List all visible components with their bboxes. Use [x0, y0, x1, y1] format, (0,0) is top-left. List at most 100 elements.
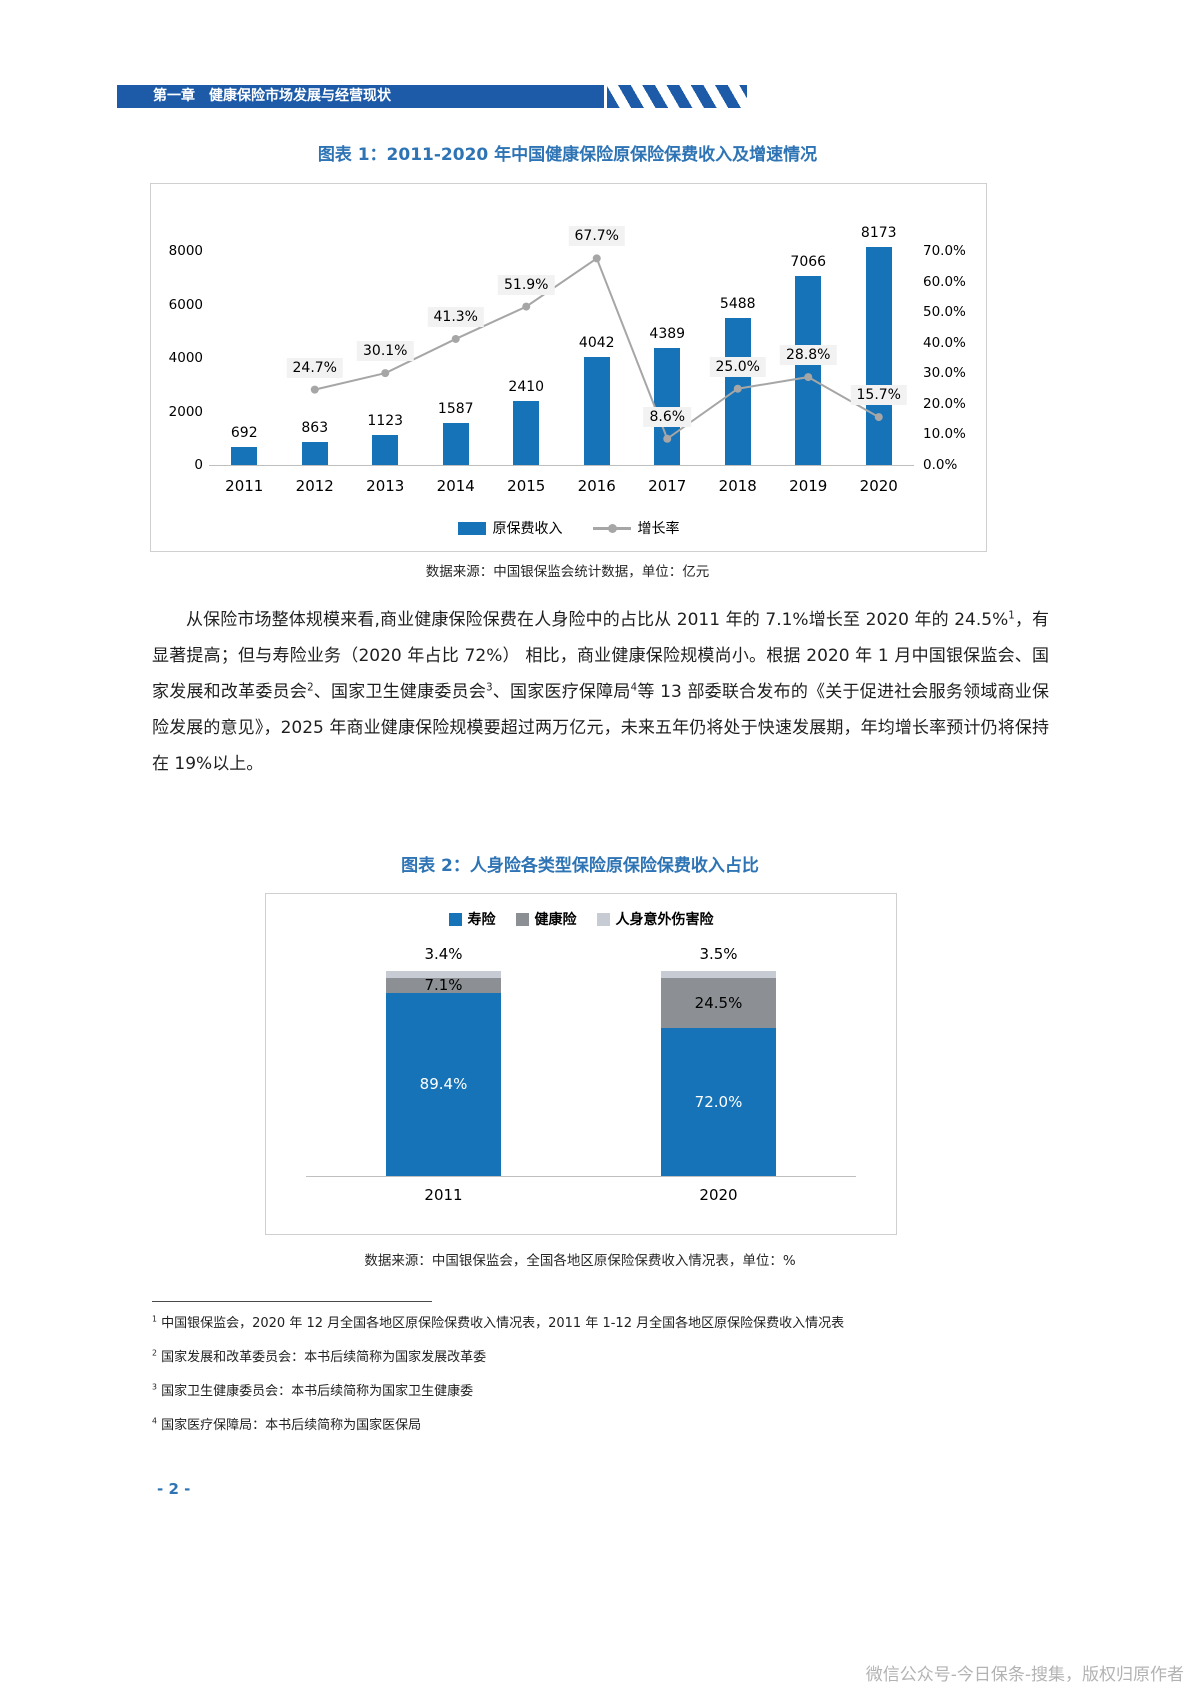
right-axis-tick: 20.0%: [923, 395, 966, 412]
x-tick-label: 2017: [648, 477, 687, 495]
paragraph-text: 等 13 部委联合发布的《关于促进社会服务领域商业保险发展的意见》，2025 年…: [152, 682, 1050, 774]
left-axis-tick: 8000: [168, 243, 203, 260]
figure1-plot: 692 2011 863 2012 1123 2013 1587 2014 2410 2015 40…: [209, 225, 914, 495]
footnote-text: 国家发展和改革委员会：本书后续简称为国家发展改革委: [156, 1350, 487, 1366]
line-marker: [874, 413, 883, 422]
bar-2014: [442, 422, 469, 465]
right-axis-tick: 30.0%: [923, 365, 966, 382]
bar-value-label: 5488: [719, 296, 756, 313]
footnotes: 1 中国银保监会，2020 年 12 月全国各地区原保险保费收入情况表，2011…: [152, 1314, 1072, 1451]
legend-label: 增长率: [637, 521, 680, 537]
bar-value-label: 1587: [437, 400, 474, 417]
footnote-separator: [152, 1301, 432, 1302]
segment-寿险-2011: [386, 992, 501, 1176]
bar-2015: [513, 400, 540, 465]
segment-label: 7.1%: [424, 976, 463, 995]
right-axis-tick: 10.0%: [923, 426, 966, 443]
x-tick-label: 2020: [699, 1186, 738, 1204]
left-axis-tick: 4000: [168, 350, 203, 367]
segment-label: 72.0%: [694, 1093, 743, 1112]
legend-label: 人身意外伤害险: [615, 912, 714, 928]
bar-value-label: 7066: [790, 254, 827, 271]
figure2-plot: 89.4% 7.1% 3.4% 2011 72.0% 24.5% 3.5% 2020: [306, 945, 856, 1204]
watermark-text: 微信公众号-今日保条-搜集，版权归原作者: [865, 1665, 1184, 1685]
figure1-title: 图表 1：2011-2020 年中国健康保险原保险保费收入及增速情况: [317, 145, 818, 165]
segment-健康险-2011: [386, 978, 501, 993]
left-axis-tick: 6000: [168, 296, 203, 313]
line-marker: [451, 334, 460, 343]
line-marker: [310, 385, 319, 394]
footnote-item: 2 国家发展和改革委员会：本书后续简称为国家发展改革委: [152, 1348, 1072, 1368]
x-tick-label: 2011: [424, 1186, 463, 1204]
legend-label: 健康险: [534, 912, 577, 928]
legend-item-premium: 原保费收入: [457, 518, 563, 538]
bar-value-label: 2410: [508, 378, 545, 395]
bar-value-label: 1123: [367, 413, 404, 430]
bar-2019: [795, 276, 822, 465]
footnote-text: 国家卫生健康委员会：本书后续简称为国家卫生健康委: [156, 1384, 474, 1400]
line-marker: [663, 434, 672, 443]
growth-rate-label: 25.0%: [709, 356, 766, 377]
line-marker: [733, 384, 742, 393]
growth-rate-label: 51.9%: [498, 274, 555, 295]
growth-rate-label: 41.3%: [427, 306, 484, 327]
line-marker: [804, 373, 813, 382]
right-axis-tick: 40.0%: [923, 334, 966, 351]
footnote-text: 国家医疗保障局：本书后续简称为国家医保局: [156, 1418, 422, 1434]
x-tick-label: 2014: [436, 477, 475, 495]
legend-item-life: 寿险: [448, 909, 496, 929]
square-swatch-icon: [448, 912, 462, 926]
legend-item-growth: 增长率: [592, 518, 680, 538]
segment-label: 3.5%: [699, 945, 738, 963]
page-number: - 2 -: [157, 1480, 191, 1498]
x-tick-label: 2020: [859, 477, 898, 495]
bar-value-label: 692: [230, 424, 258, 441]
segment-label: 89.4%: [419, 1075, 468, 1094]
footnote-number: 3: [152, 1382, 157, 1392]
footnote-ref: 2: [307, 682, 314, 694]
right-axis-tick: 0.0%: [923, 457, 958, 473]
legend-item-health: 健康险: [515, 909, 577, 929]
footnote-item: 3 国家卫生健康委员会：本书后续简称为国家卫生健康委: [152, 1382, 1072, 1402]
footnote-ref: 1: [1008, 610, 1015, 622]
figure2-chart: 寿险 健康险 人身意外伤害险 89.4% 7.1% 3.4% 2011 72.0% 24.…: [265, 893, 897, 1235]
line-marker-icon: [607, 523, 617, 533]
legend-label: 寿险: [467, 912, 496, 928]
line-marker: [381, 369, 390, 378]
bar-value-label: 4042: [578, 335, 615, 352]
legend-item-accident: 人身意外伤害险: [596, 909, 714, 929]
x-tick-label: 2012: [295, 477, 334, 495]
figure1-chart: 692 2011 863 2012 1123 2013 1587 2014 2410 2015 40…: [150, 183, 987, 552]
right-axis-tick: 60.0%: [923, 273, 966, 290]
segment-寿险-2020: [661, 1028, 776, 1176]
paragraph-text: 、国家医疗保障局: [492, 682, 631, 702]
growth-rate-label: 67.7%: [568, 226, 625, 247]
x-tick-label: 2015: [507, 477, 546, 495]
bar-value-label: 863: [301, 419, 329, 436]
right-axis-tick: 70.0%: [923, 243, 966, 260]
x-tick-label: 2018: [718, 477, 757, 495]
x-tick-label: 2011: [225, 477, 264, 495]
right-axis-tick: 50.0%: [923, 304, 966, 321]
left-axis-tick: 0: [194, 457, 203, 473]
growth-rate-label: 30.1%: [357, 341, 414, 362]
growth-rate-label: 15.7%: [850, 385, 907, 406]
figure1-source: 数据来源：中国银保监会统计数据，单位：亿元: [425, 564, 710, 580]
line-swatch-icon: [592, 523, 631, 533]
chapter-header: 第一章 健康保险市场发展与经营现状: [117, 85, 604, 108]
bar-2012: [301, 441, 328, 465]
legend-label: 原保费收入: [492, 521, 563, 537]
footnote-ref: 4: [630, 682, 638, 694]
segment-人身意外伤害险-2011: [386, 971, 501, 979]
bar-swatch-icon: [457, 521, 486, 535]
bar-2017: [654, 347, 681, 465]
segment-健康险-2020: [661, 978, 776, 1029]
figure2-source: 数据来源：中国银保监会，全国各地区原保险保费收入情况表，单位：%: [364, 1253, 796, 1269]
paragraph-text: 从保险市场整体规模来看,商业健康保险保费在人身险中的占比从 2011 年的 7.…: [186, 610, 1009, 630]
paragraph-text: 、国家卫生健康委员会: [313, 682, 487, 702]
bar-2020: [865, 246, 892, 465]
growth-rate-label: 28.8%: [780, 345, 837, 366]
bar-value-label: 8173: [860, 224, 897, 241]
segment-人身意外伤害险-2020: [661, 971, 776, 979]
left-axis-tick: 2000: [168, 403, 203, 420]
